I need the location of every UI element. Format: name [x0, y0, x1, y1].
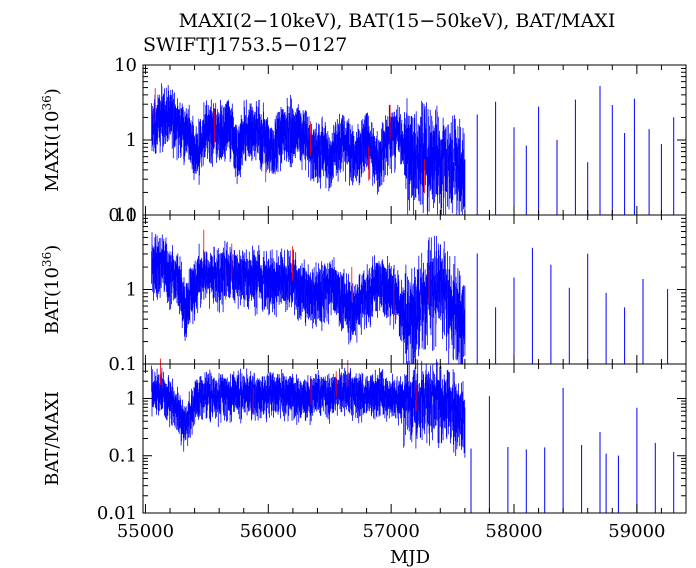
y-tick-label: 10 [114, 55, 137, 76]
x-tick-label: 56000 [240, 521, 297, 542]
x-tick-label: 55000 [117, 521, 174, 542]
x-tick-label: 57000 [363, 521, 420, 542]
y-tick-label: 0.1 [108, 205, 137, 226]
sparse-points-ratio [470, 388, 675, 513]
y-axis-label-ratio: BAT/MAXI [42, 391, 63, 486]
lightcurve-bat [151, 232, 466, 364]
x-ticks-ratio [144, 364, 662, 513]
y-tick-label: 1 [126, 130, 137, 151]
y-ticks-ratio [143, 363, 686, 514]
x-axis-label: MJD [390, 547, 430, 568]
y-axis-label-maxi: MAXI(1036) [40, 88, 63, 192]
panel-maxi: 10 1 0.1 MAXI(1036) [40, 55, 687, 226]
x-tick-label: 58000 [485, 521, 542, 542]
y-tick-label: 0.1 [108, 446, 137, 467]
panel-ratio: 1 0.1 0.01 BAT/MAXI [42, 358, 687, 524]
x-tick-label: 59000 [608, 521, 665, 542]
y-tick-label: 1 [126, 280, 137, 301]
chart-title: MAXI(2−10keV), BAT(15−50keV), BAT/MAXI [179, 10, 616, 32]
y-tick-label: 0.1 [108, 354, 137, 375]
y-tick-label: 1 [126, 388, 137, 409]
panel-bat: 10 1 0.1 BAT(1036) [40, 205, 687, 375]
outliers-bat [203, 229, 449, 332]
x-ticks-bat [144, 215, 662, 364]
y-tick-label: 10 [114, 205, 137, 226]
sparse-points-maxi [476, 86, 675, 215]
outliers-maxi [154, 88, 445, 194]
y-tick-label: 0.01 [97, 503, 137, 524]
y-axis-label-bat: BAT(1036) [40, 245, 63, 335]
lightcurve-ratio [151, 359, 466, 458]
chart-subtitle: SWIFTJ1753.5−0127 [143, 34, 347, 56]
outliers-ratio [159, 358, 452, 437]
x-ticks-maxi [144, 65, 662, 215]
lightcurve-maxi [151, 83, 466, 215]
sparse-points-bat [476, 247, 669, 364]
